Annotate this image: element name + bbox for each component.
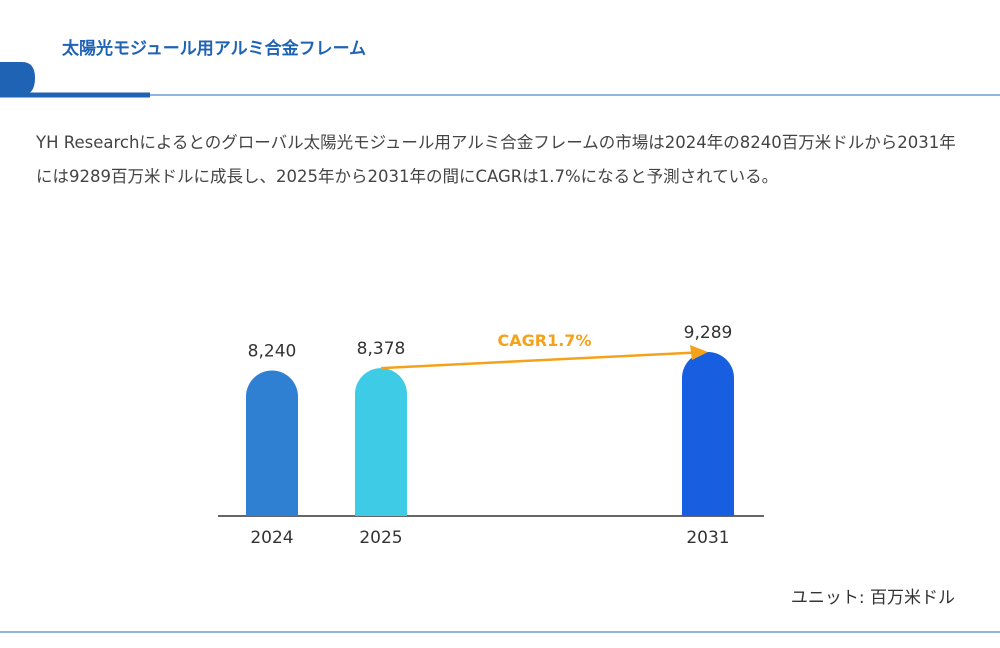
cagr-arrow [380,351,695,370]
unit-label: ユニット: 百万米ドル [791,588,955,608]
x-tick-label: 2031 [686,528,729,548]
cagr-label: CAGR1.7% [498,331,592,350]
description: YH Researchによるとのグローバル太陽光モジュール用アルミ合金フレームの… [36,133,956,186]
bar [682,352,734,516]
value-label: 8,378 [357,339,406,359]
header-tab [0,62,35,95]
x-tick-label: 2024 [250,528,293,548]
value-label: 8,240 [248,342,297,362]
value-label: 9,289 [684,323,733,343]
section-title: 太陽光モジュール用アルミ合金フレーム [62,39,367,59]
bar [246,370,298,516]
x-tick-label: 2025 [359,528,402,548]
bar [355,368,407,516]
arrow-head [690,345,708,360]
